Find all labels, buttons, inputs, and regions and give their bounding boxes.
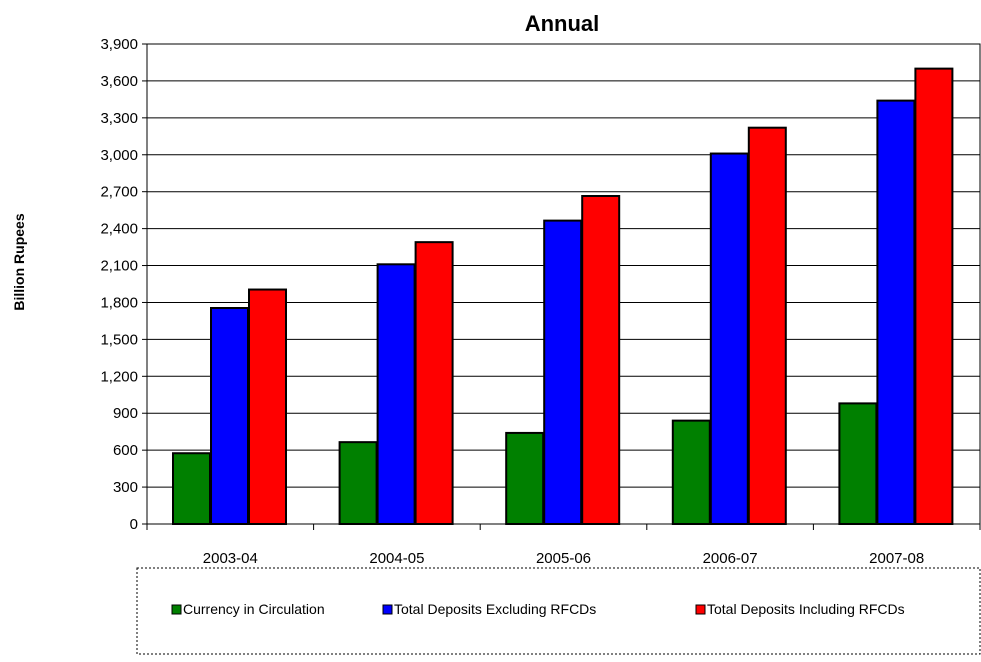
legend-box [136, 567, 981, 655]
y-axis-label: Billion Rupees [11, 213, 27, 310]
y-tick-label: 3,000 [100, 147, 138, 164]
y-tick-label: 1,800 [100, 294, 138, 311]
bar-2 [876, 99, 916, 525]
bar-2 [709, 152, 749, 526]
y-tick-label: 2,700 [100, 184, 138, 201]
y-tick-label: 3,600 [100, 73, 138, 90]
legend-swatch [171, 604, 182, 615]
bar-2 [543, 219, 583, 525]
bar-3 [581, 195, 621, 525]
bar-3 [248, 288, 287, 525]
y-tick-label: 2,100 [100, 258, 138, 275]
bar-3 [414, 241, 454, 525]
legend-label: Currency in Circulation [183, 601, 325, 617]
y-tick-label: 1,200 [100, 368, 138, 385]
legend-swatch [382, 604, 393, 615]
legend-label: Total Deposits Including RFCDs [707, 601, 905, 617]
y-tick-label: 600 [113, 442, 138, 459]
x-category-label: 2007-08 [869, 550, 924, 567]
bar-3 [914, 67, 954, 525]
y-tick-label: 300 [113, 479, 138, 496]
x-category-label: 2005-06 [536, 550, 591, 567]
legend: Currency in Circulation Total Deposits Ex… [136, 567, 981, 655]
y-tick-label: 0 [130, 516, 138, 533]
bar-2 [210, 307, 249, 525]
bar-3 [747, 126, 787, 525]
y-tick-label: 3,900 [100, 36, 138, 53]
axes [142, 43, 981, 530]
x-category-label: 2004-05 [369, 550, 424, 567]
x-category-labels: 2003-04 2004-05 2005-06 2006-07 2007-08 [203, 550, 924, 567]
bar-1 [671, 419, 711, 525]
bar-1 [505, 431, 545, 525]
y-tick-label: 3,300 [100, 110, 138, 127]
y-tick-label: 2,400 [100, 221, 138, 238]
plot-area-border [146, 43, 981, 525]
bar-1 [172, 452, 211, 526]
x-category-label: 2006-07 [703, 550, 758, 567]
bar-2 [376, 263, 416, 525]
y-tick-label: 900 [113, 405, 138, 422]
bar-1 [838, 402, 878, 525]
x-category-label: 2003-04 [203, 550, 258, 567]
bars [172, 67, 954, 526]
legend-swatch [695, 604, 706, 615]
y-tick-label: 1,500 [100, 331, 138, 348]
chart-title: Annual [525, 11, 600, 36]
legend-label: Total Deposits Excluding RFCDs [394, 601, 596, 617]
bar-1 [338, 441, 378, 525]
y-tick-labels: 0 300 600 900 1,200 1,500 1,800 2,100 2,400 2,700… [100, 36, 138, 533]
